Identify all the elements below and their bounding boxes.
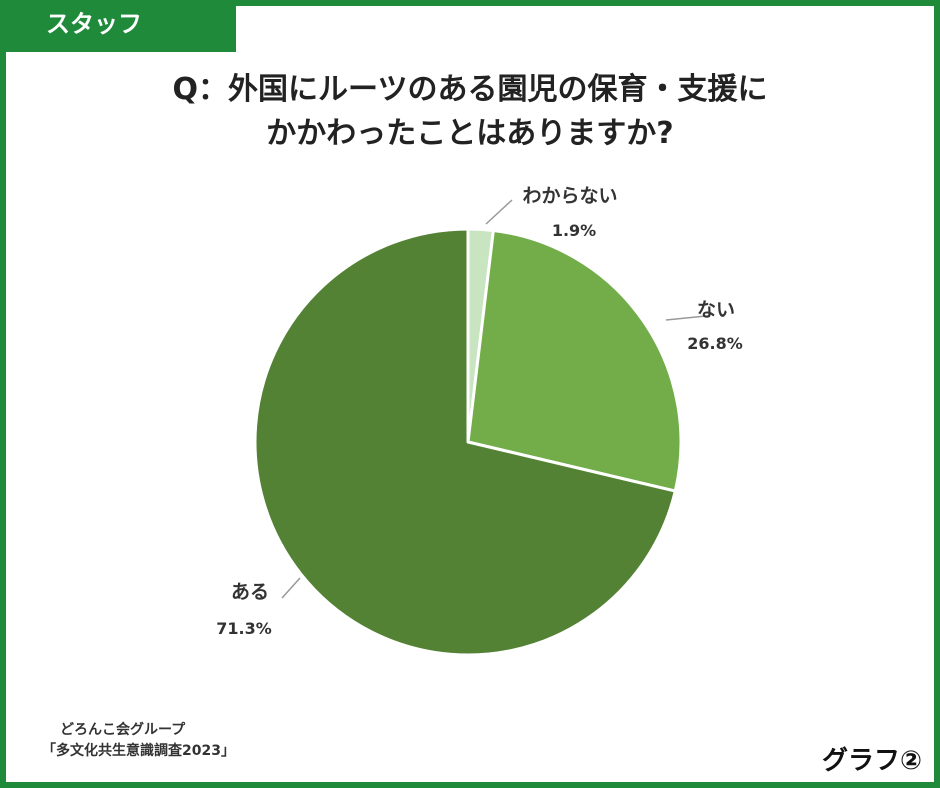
title-line-2: かかわったことはありますか? — [266, 116, 674, 151]
source-line-2: 「多文化共生意識調査2023」 — [42, 743, 235, 759]
category-tag: スタッフ — [0, 0, 236, 52]
slice-value-3: 71.3% — [216, 619, 272, 638]
slice-value-2: 26.8% — [687, 334, 743, 353]
leader-line-3 — [281, 577, 301, 599]
chart-title: Q：外国にルーツのある園児の保育・支援に かかわったことはありますか? — [0, 68, 940, 156]
slice-value-1: 1.9% — [552, 221, 596, 240]
pie-slice-3 — [253, 227, 677, 657]
leader-line-2 — [665, 315, 707, 321]
slice-label-1: わからない — [522, 185, 617, 207]
source-line-1: どろんこ会グループ — [60, 722, 186, 738]
graph-number: グラフ② — [821, 746, 922, 776]
slice-label-2: ない — [697, 299, 735, 321]
title-line-1: Q：外国にルーツのある園児の保育・支援に — [172, 72, 768, 107]
leader-line-1 — [485, 199, 513, 225]
source-note: どろんこ会グループ 「多文化共生意識調査2023」 — [42, 720, 235, 762]
pie-slice-2 — [466, 229, 683, 493]
slice-label-3: ある — [231, 581, 269, 603]
